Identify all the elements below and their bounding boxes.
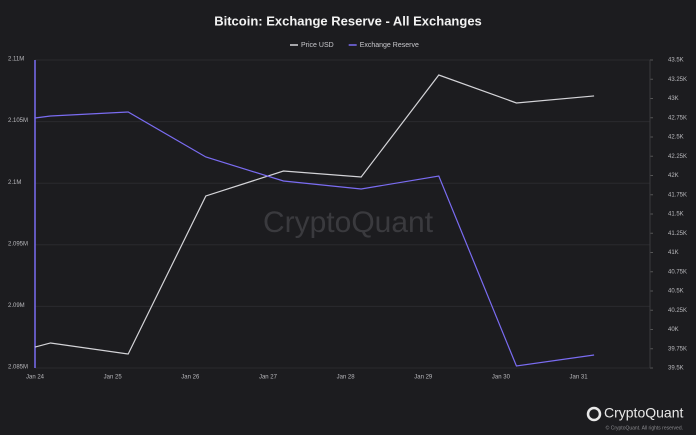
watermark: CryptoQuant <box>263 206 434 239</box>
x-tick-label: Jan 26 <box>181 375 200 381</box>
legend-label: Exchange Reserve <box>360 42 419 49</box>
y-tick-label: 2.09M <box>8 303 25 309</box>
y2-tick-label: 40.75K <box>668 269 687 275</box>
y2-tick-label: 43.25K <box>668 77 687 83</box>
y2-tick-label: 41K <box>668 250 679 256</box>
x-tick-label: Jan 29 <box>414 375 433 381</box>
x-tick-label: Jan 31 <box>570 375 589 381</box>
y-tick-label: 2.085M <box>8 365 28 371</box>
brand-name: CryptoQuant <box>604 405 683 421</box>
series-line <box>34 111 595 367</box>
x-tick-label: Jan 28 <box>337 375 356 381</box>
y2-tick-label: 41.5K <box>668 212 684 218</box>
series-line <box>34 74 595 355</box>
y2-tick-label: 42K <box>668 173 679 179</box>
logo-icon <box>586 406 602 422</box>
x-tick-label: Jan 30 <box>492 375 511 381</box>
y2-tick-label: 42.75K <box>668 115 687 121</box>
y2-tick-label: 41.25K <box>668 231 687 237</box>
y2-tick-label: 39.5K <box>668 366 684 372</box>
y2-tick-label: 43K <box>668 96 679 102</box>
y2-tick-label: 40K <box>668 327 679 333</box>
y2-tick-label: 39.75K <box>668 346 687 352</box>
copyright: © CryptoQuant. All rights reserved. <box>606 424 683 431</box>
brand-logo: CryptoQuant © CryptoQuant. All rights re… <box>586 405 683 431</box>
y-tick-label: 2.095M <box>8 241 28 247</box>
y2-tick-label: 42.25K <box>668 154 687 160</box>
y2-tick-label: 41.75K <box>668 192 687 198</box>
x-tick-label: Jan 24 <box>26 375 45 381</box>
y2-tick-label: 42.5K <box>668 135 684 141</box>
y2-tick-label: 40.5K <box>668 289 684 295</box>
y-tick-label: 2.1M <box>8 180 21 186</box>
y2-tick-label: 43.5K <box>668 58 684 64</box>
chart-title: Bitcoin: Exchange Reserve - All Exchange… <box>214 13 482 28</box>
x-tick-label: Jan 25 <box>104 375 123 381</box>
legend-label: Price USD <box>301 42 334 49</box>
y-tick-label: 2.105M <box>8 118 28 124</box>
y2-tick-label: 40.25K <box>668 308 687 314</box>
y-tick-label: 2.11M <box>8 57 24 63</box>
x-tick-label: Jan 27 <box>259 375 278 381</box>
